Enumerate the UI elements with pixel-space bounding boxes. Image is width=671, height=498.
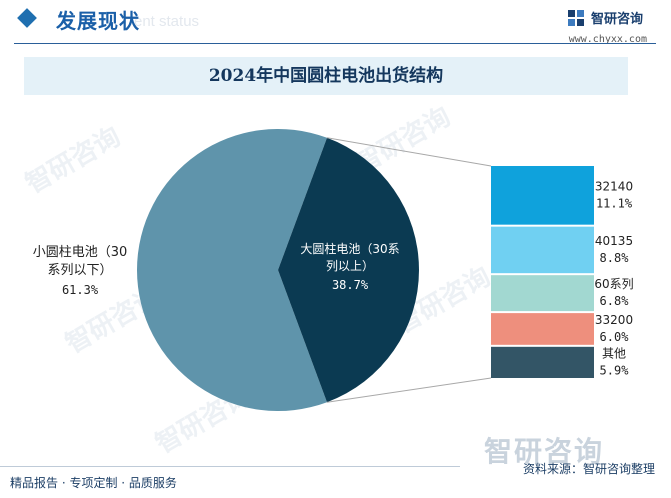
breakdown-bar-3 [491,313,594,345]
section-title: 发展现状 [56,9,140,33]
source-note: 资料来源：智研咨询整理 [522,462,655,476]
breakdown-bar-4 [491,346,594,378]
breakdown-bar-0 [491,166,594,225]
connector-line-bottom [326,377,492,403]
breakdown-bar-1 [491,226,594,274]
chart-title-band [24,57,628,95]
breakdown-bar-2 [491,275,594,312]
breakdown-name-label: 32140 [595,179,633,193]
large-slice-name-line1: 大圆柱电池（30系 [300,241,399,256]
large-slice-name-line2: 列以上） [326,259,374,273]
large-slice-value: 38.7% [332,278,369,292]
section-subtitle: ent status [134,13,200,30]
breakdown-value-label: 6.8% [600,294,630,308]
breakdown-value-label: 6.0% [600,330,630,344]
breakdown-value-label: 8.8% [600,251,630,265]
pie-slice-small-cylinder [136,129,328,411]
brand-name: 智研咨询 [590,12,643,27]
breakdown-value-label: 11.1% [596,196,633,210]
footer-divider [0,466,460,467]
small-slice-name-line1: 小圆柱电池（30 [33,245,128,260]
pie-slice-large-cylinder [278,137,419,403]
brand-url[interactable]: www.chyxx.com [568,34,647,45]
small-slice-value: 61.3% [62,283,99,297]
brand-logo-icon [567,9,584,26]
small-slice-name-line2: 系列以下） [47,263,112,278]
footer-services: 精品报告 · 专项定制 · 品质服务 [10,476,177,490]
footer-logo: 智研咨询 [484,435,605,468]
header-divider [14,43,656,44]
breakdown-name-label: 33200 [595,313,633,327]
breakdown-name-label: 其他 [602,346,626,360]
chart-title: 2024年中国圆柱电池出货结构 [208,66,444,86]
connector-line-top [326,137,492,167]
brand[interactable]: 智研咨询 [567,8,643,27]
breakdown-value-label: 5.9% [600,363,630,377]
page-header: ent status 发展现状 智研咨询 www.chyxx.com [0,0,671,45]
breakdown-name-label: 40135 [595,234,633,248]
breakdown-name-label: 60系列 [594,277,633,291]
